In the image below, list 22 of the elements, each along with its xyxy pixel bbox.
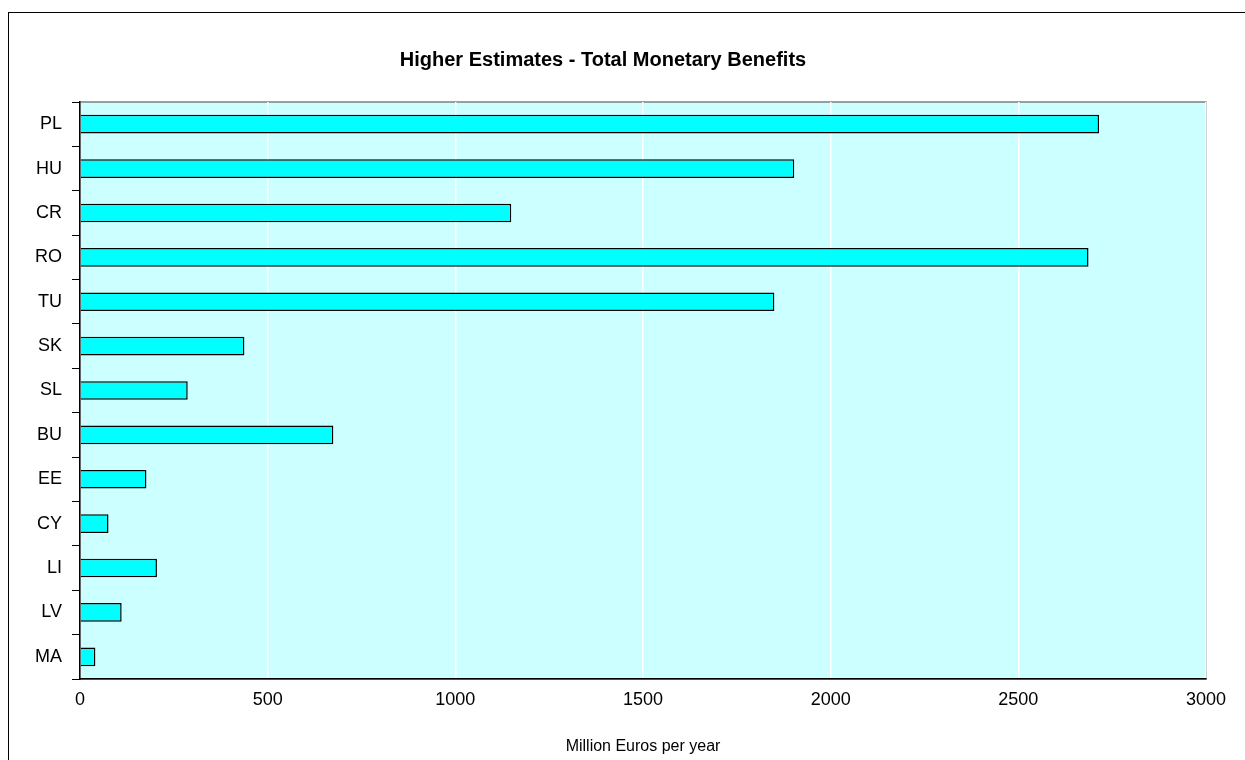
y-tick-label: BU — [36, 423, 62, 444]
y-tick-label: MA — [35, 645, 62, 666]
x-tick-label: 3000 — [1185, 688, 1227, 709]
y-tick-label: SL — [39, 379, 62, 400]
x-tick-label: 1000 — [435, 688, 476, 709]
y-tick-label: CY — [36, 512, 62, 533]
y-tick-label: CR — [36, 201, 62, 222]
y-tick-label: EE — [37, 468, 62, 489]
y-tick-label: SK — [37, 335, 62, 356]
y-tick-label: RO — [35, 246, 62, 267]
chart-title: Higher Estimates - Total Monetary Benefits — [399, 47, 807, 70]
x-tick-label: 2500 — [998, 688, 1039, 709]
y-tick-label: LV — [41, 601, 62, 622]
x-axis-title: Million Euros per year — [565, 736, 722, 754]
y-tick-label: LI — [46, 557, 62, 578]
y-tick-label: HU — [36, 157, 62, 178]
y-tick-label: TU — [38, 290, 62, 311]
x-tick-label: 2000 — [810, 688, 851, 709]
x-tick-label: 1500 — [622, 688, 664, 709]
x-tick-label: 500 — [252, 688, 283, 709]
x-tick-label: 0 — [74, 688, 86, 709]
y-tick-label: PL — [39, 113, 62, 134]
